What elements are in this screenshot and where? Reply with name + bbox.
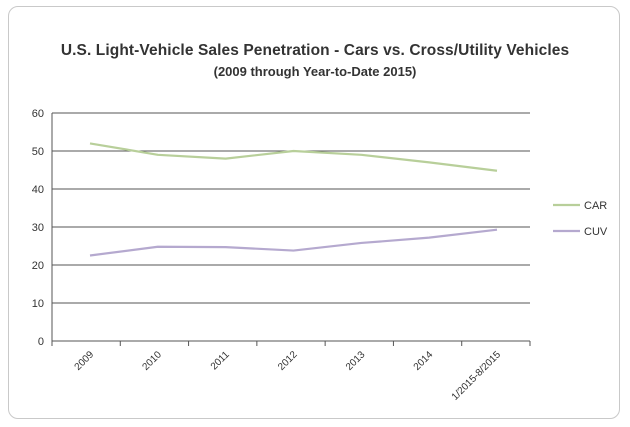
x-tick-label: 2013 [344, 349, 368, 373]
legend-label-cuv: CUV [584, 226, 608, 238]
y-tick-label: 30 [32, 222, 44, 234]
y-tick-label: 0 [38, 336, 44, 348]
x-tick-label: 2014 [412, 349, 436, 373]
x-tick-label: 2009 [73, 349, 97, 373]
series-line-cuv [89, 228, 498, 257]
gridlines [51, 112, 530, 342]
x-tick-label: 1/2015-8/2015 [450, 349, 504, 403]
chart-subtitle: (2009 through Year-to-Date 2015) [213, 64, 417, 79]
x-tick-label: 2011 [209, 349, 232, 372]
y-tick-label: 60 [32, 108, 44, 120]
legend: CAR CUV [553, 200, 608, 238]
y-tick-label: 50 [32, 146, 44, 158]
chart-title: U.S. Light-Vehicle Sales Penetration - C… [60, 42, 570, 59]
y-tick-label: 20 [32, 260, 44, 272]
x-tick-label: 2010 [140, 349, 164, 373]
chart-frame [8, 6, 620, 419]
series-line-car [89, 142, 498, 172]
y-tick-label: 10 [32, 298, 44, 310]
legend-label-car: CAR [584, 200, 607, 212]
x-tick-label: 2012 [276, 349, 300, 373]
y-tick-label: 40 [32, 184, 44, 196]
x-axis-ticks: 2009 2010 2011 2012 2013 2014 1/2015-8/2015 [51, 341, 531, 403]
y-axis-ticks: 0 10 20 30 40 50 60 [32, 108, 44, 348]
series-lines [89, 142, 498, 257]
